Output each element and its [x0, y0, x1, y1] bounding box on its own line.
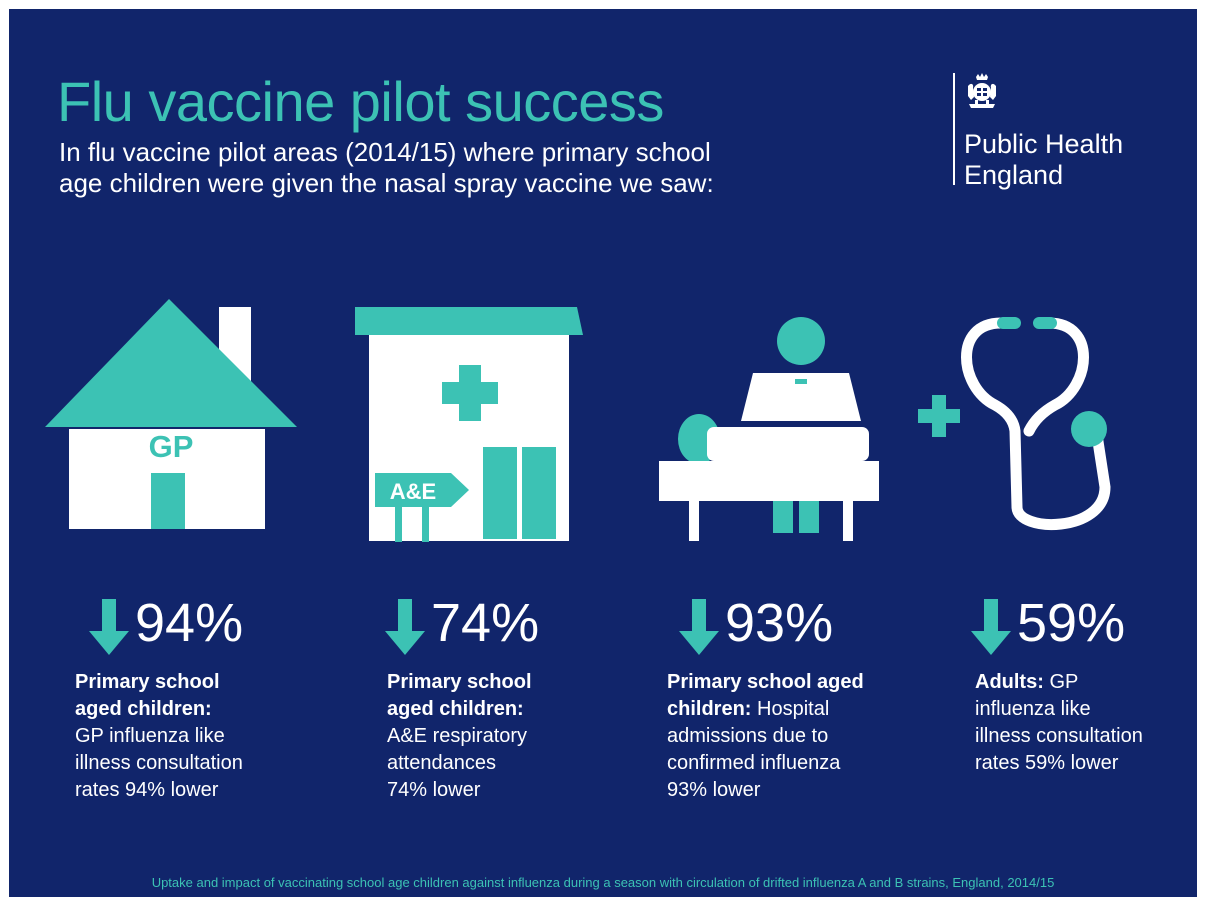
stat-description-line: illness consultation	[75, 752, 243, 774]
arrow-down-icon	[89, 599, 129, 655]
hospital-icon: A&E	[355, 307, 583, 542]
house-sign-label: GP	[149, 429, 194, 464]
stat-ae-children: 74%	[385, 589, 645, 659]
stat-description: Primary school aged children: A&E respir…	[387, 669, 532, 804]
stat-value: 74%	[431, 593, 540, 653]
stat-gp-children: 94%	[89, 589, 349, 659]
stat-description: Adults: GP influenza like illness consul…	[975, 669, 1143, 777]
stat-hospital-children: 93%	[679, 589, 939, 659]
arrow-down-icon	[971, 599, 1011, 655]
stat-value: 94%	[135, 593, 244, 653]
stat-value: 59%	[1017, 593, 1126, 653]
gp-house-icon: GP	[45, 299, 297, 529]
source-footnote: Uptake and impact of vaccinating school …	[151, 875, 1055, 890]
stat-gp-adults: 59%	[971, 589, 1197, 659]
stat-description-line: rates 59% lower	[975, 752, 1119, 774]
stat-description-line: Primary school aged	[667, 671, 864, 693]
stat-description-line: rates 94% lower	[75, 779, 219, 801]
stat-description-line: 93% lower	[667, 779, 761, 801]
stat-description-line: GP influenza like	[75, 725, 225, 747]
stethoscope-icon	[918, 317, 1111, 530]
stat-description-line: Primary school	[75, 671, 220, 693]
arrow-down-icon	[679, 599, 719, 655]
royal-crest-icon	[968, 73, 996, 108]
organization-name: Public Health England	[964, 129, 1123, 191]
stat-value: 93%	[725, 593, 834, 653]
stat-description-line: 74% lower	[387, 779, 481, 801]
stat-description: Primary school aged children: GP influen…	[75, 669, 243, 804]
stat-description-line: admissions due to	[667, 725, 829, 747]
organization-name-line: Public Health	[964, 129, 1124, 159]
stat-description-rest: Hospital	[751, 698, 830, 720]
stat-description-line: Adults: GP	[975, 669, 1143, 696]
infographic-panel: Flu vaccine pilot success In flu vaccine…	[9, 9, 1197, 897]
hospital-sign-label: A&E	[390, 479, 436, 504]
stat-description-line: influenza like	[975, 698, 1091, 720]
stat-description-line: A&E respiratory	[387, 725, 528, 747]
stat-description-line: Primary school	[387, 671, 532, 693]
page-subtitle: In flu vaccine pilot areas (2014/15) whe…	[59, 137, 819, 199]
stat-description-line: aged children:	[387, 698, 524, 720]
stat-description-emphasis: Adults:	[975, 671, 1044, 693]
logo-divider	[953, 73, 955, 185]
stat-description-line: children: Hospital	[667, 696, 864, 723]
stat-description-line: confirmed influenza	[667, 752, 841, 774]
stat-description-line: aged children:	[75, 698, 212, 720]
doctor-patient-icon	[659, 317, 879, 541]
stat-description-rest: GP	[1043, 671, 1079, 693]
subtitle-line: In flu vaccine pilot areas (2014/15) whe…	[59, 137, 711, 167]
arrow-down-icon	[385, 599, 425, 655]
stat-description-line: attendances	[387, 752, 496, 774]
stat-description-line: illness consultation	[975, 725, 1143, 747]
stat-description-emphasis: children:	[667, 698, 752, 720]
page-title: Flu vaccine pilot success	[57, 70, 664, 133]
subtitle-line: age children were given the nasal spray …	[59, 168, 714, 198]
stat-description: Primary school aged children: Hospital a…	[667, 669, 864, 804]
phe-logo: Public Health England	[953, 71, 1193, 191]
organization-name-line: England	[964, 160, 1064, 190]
